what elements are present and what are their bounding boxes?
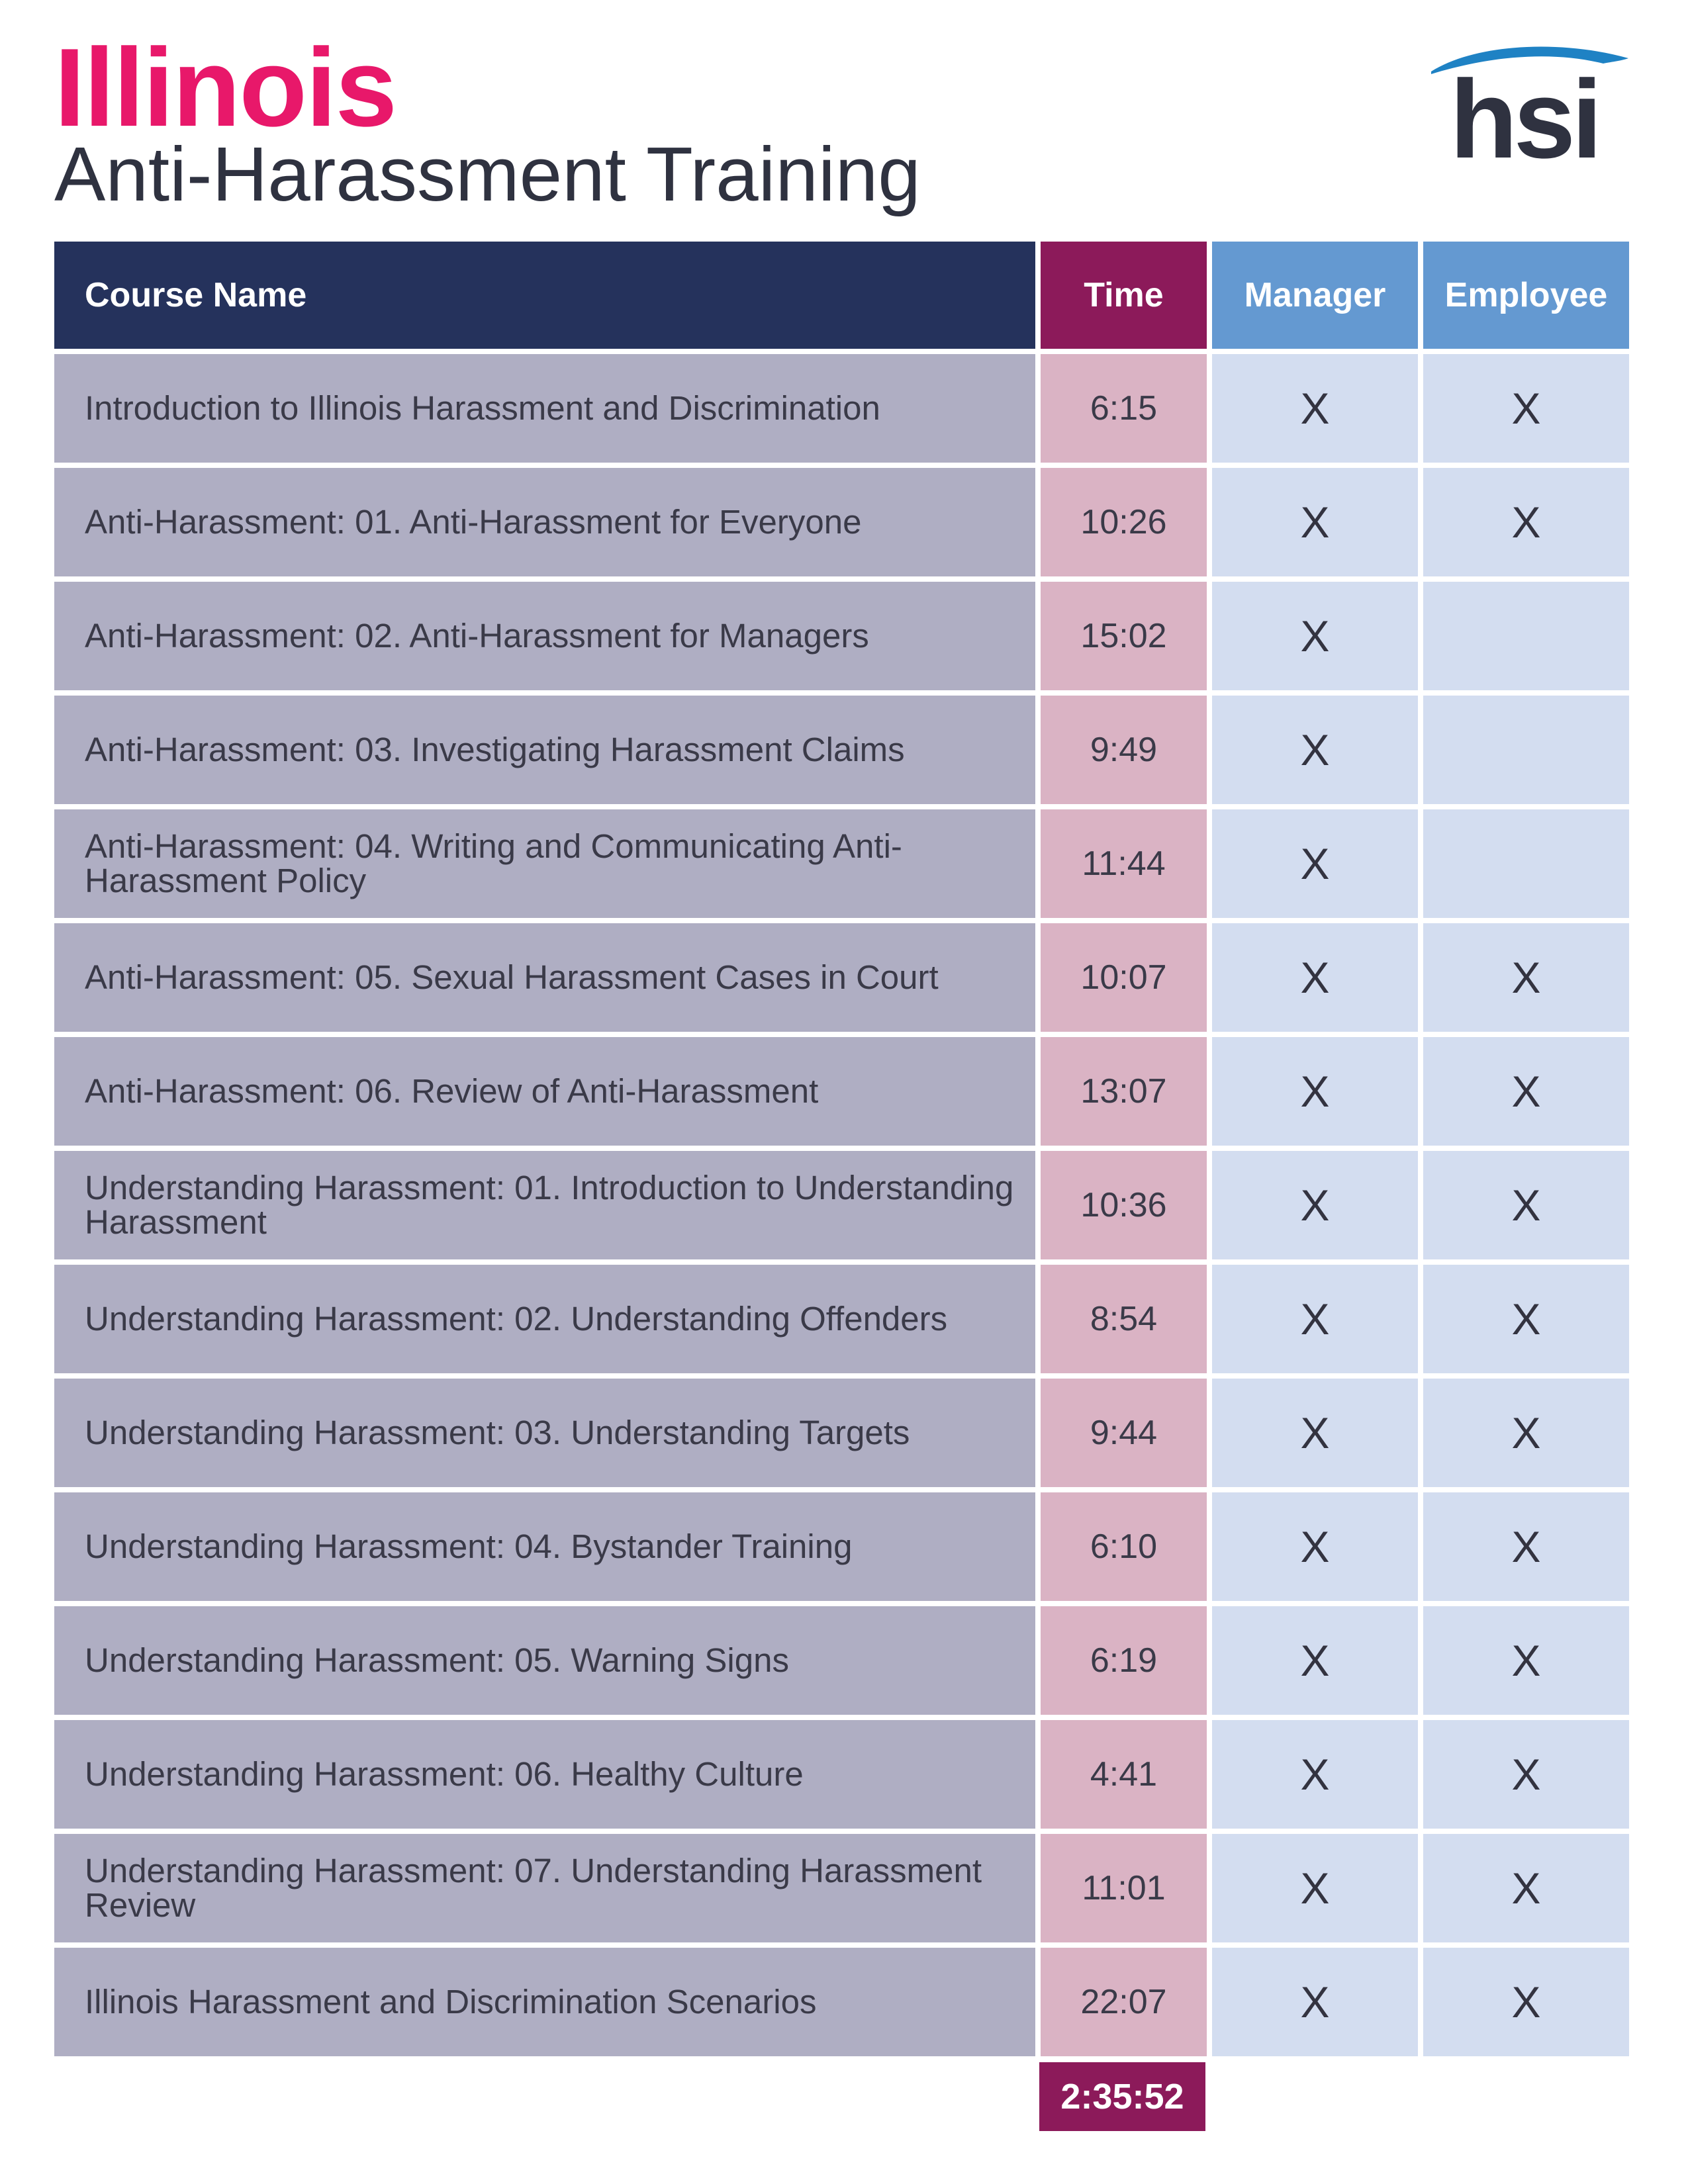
time-cell: 8:54 <box>1041 1265 1207 1373</box>
header-course-name: Course Name <box>54 242 1035 349</box>
time-cell: 10:36 <box>1041 1151 1207 1259</box>
table-row: Anti-Harassment: 05. Sexual Harassment C… <box>54 923 1629 1032</box>
logo-swoosh <box>1431 46 1628 74</box>
employee-mark-cell: X <box>1423 468 1629 576</box>
manager-mark-cell: X <box>1212 1720 1418 1829</box>
manager-mark-cell: X <box>1212 582 1418 690</box>
table-row: Anti-Harassment: 06. Review of Anti-Hara… <box>54 1037 1629 1146</box>
manager-mark-cell: X <box>1212 468 1418 576</box>
course-name-cell: Understanding Harassment: 06. Healthy Cu… <box>54 1720 1035 1829</box>
table-row: Introduction to Illinois Harassment and … <box>54 354 1629 463</box>
table-row: Understanding Harassment: 03. Understand… <box>54 1379 1629 1487</box>
time-cell: 9:49 <box>1041 696 1207 804</box>
employee-mark-cell: X <box>1423 1834 1629 1942</box>
table-header-row: Course Name Time Manager Employee <box>54 242 1629 349</box>
table-row: Illinois Harassment and Discrimination S… <box>54 1948 1629 2056</box>
course-name-cell: Anti-Harassment: 03. Investigating Haras… <box>54 696 1035 804</box>
employee-mark-cell: X <box>1423 1379 1629 1487</box>
table-row: Understanding Harassment: 01. Introducti… <box>54 1151 1629 1259</box>
time-cell: 4:41 <box>1041 1720 1207 1829</box>
manager-mark-cell: X <box>1212 923 1418 1032</box>
page-title-state: Illinois <box>54 25 397 150</box>
header-time: Time <box>1041 242 1207 349</box>
table-row: Understanding Harassment: 04. Bystander … <box>54 1492 1629 1601</box>
course-name-cell: Anti-Harassment: 02. Anti-Harassment for… <box>54 582 1035 690</box>
total-time-badge: 2:35:52 <box>1039 2062 1205 2131</box>
time-cell: 6:19 <box>1041 1606 1207 1715</box>
table-row: Understanding Harassment: 02. Understand… <box>54 1265 1629 1373</box>
employee-mark-cell: X <box>1423 923 1629 1032</box>
time-cell: 6:15 <box>1041 354 1207 463</box>
employee-mark-cell: X <box>1423 1492 1629 1601</box>
header-employee: Employee <box>1423 242 1629 349</box>
course-name-cell: Understanding Harassment: 05. Warning Si… <box>54 1606 1035 1715</box>
manager-mark-cell: X <box>1212 1948 1418 2056</box>
manager-mark-cell: X <box>1212 1037 1418 1146</box>
employee-mark-cell: X <box>1423 1037 1629 1146</box>
course-name-cell: Illinois Harassment and Discrimination S… <box>54 1948 1035 2056</box>
course-name-cell: Introduction to Illinois Harassment and … <box>54 354 1035 463</box>
manager-mark-cell: X <box>1212 1834 1418 1942</box>
header-manager: Manager <box>1212 242 1418 349</box>
time-cell: 22:07 <box>1041 1948 1207 2056</box>
table-row: Anti-Harassment: 04. Writing and Communi… <box>54 809 1629 918</box>
manager-mark-cell: X <box>1212 1606 1418 1715</box>
manager-mark-cell: X <box>1212 1492 1418 1601</box>
course-name-cell: Anti-Harassment: 01. Anti-Harassment for… <box>54 468 1035 576</box>
manager-mark-cell: X <box>1212 696 1418 804</box>
manager-mark-cell: X <box>1212 1151 1418 1259</box>
manager-mark-cell: X <box>1212 1265 1418 1373</box>
time-cell: 13:07 <box>1041 1037 1207 1146</box>
table-row: Understanding Harassment: 06. Healthy Cu… <box>54 1720 1629 1829</box>
page-title-subtitle: Anti-Harassment Training <box>54 131 921 217</box>
manager-mark-cell: X <box>1212 354 1418 463</box>
time-cell: 11:01 <box>1041 1834 1207 1942</box>
time-cell: 10:07 <box>1041 923 1207 1032</box>
manager-mark-cell: X <box>1212 1379 1418 1487</box>
hsi-logo-graphic: hsi <box>1431 46 1628 181</box>
employee-mark-cell: X <box>1423 1265 1629 1373</box>
logo-text: hsi <box>1450 57 1599 179</box>
time-cell: 6:10 <box>1041 1492 1207 1601</box>
time-cell: 15:02 <box>1041 582 1207 690</box>
employee-mark-cell <box>1423 582 1629 690</box>
employee-mark-cell: X <box>1423 1948 1629 2056</box>
manager-mark-cell: X <box>1212 809 1418 918</box>
time-cell: 10:26 <box>1041 468 1207 576</box>
course-name-cell: Understanding Harassment: 01. Introducti… <box>54 1151 1035 1259</box>
table-row: Understanding Harassment: 07. Understand… <box>54 1834 1629 1942</box>
course-table: Course Name Time Manager Employee Introd… <box>49 236 1634 2062</box>
course-name-cell: Anti-Harassment: 06. Review of Anti-Hara… <box>54 1037 1035 1146</box>
course-name-cell: Understanding Harassment: 04. Bystander … <box>54 1492 1035 1601</box>
course-name-cell: Anti-Harassment: 05. Sexual Harassment C… <box>54 923 1035 1032</box>
employee-mark-cell <box>1423 696 1629 804</box>
course-name-cell: Anti-Harassment: 04. Writing and Communi… <box>54 809 1035 918</box>
hsi-logo: hsi <box>1430 40 1635 181</box>
table-row: Anti-Harassment: 02. Anti-Harassment for… <box>54 582 1629 690</box>
employee-mark-cell: X <box>1423 1606 1629 1715</box>
time-cell: 11:44 <box>1041 809 1207 918</box>
employee-mark-cell: X <box>1423 1151 1629 1259</box>
course-name-cell: Understanding Harassment: 07. Understand… <box>54 1834 1035 1942</box>
time-cell: 9:44 <box>1041 1379 1207 1487</box>
course-name-cell: Understanding Harassment: 02. Understand… <box>54 1265 1035 1373</box>
employee-mark-cell: X <box>1423 1720 1629 1829</box>
table-row: Anti-Harassment: 01. Anti-Harassment for… <box>54 468 1629 576</box>
course-name-cell: Understanding Harassment: 03. Understand… <box>54 1379 1035 1487</box>
table-row: Anti-Harassment: 03. Investigating Haras… <box>54 696 1629 804</box>
table-row: Understanding Harassment: 05. Warning Si… <box>54 1606 1629 1715</box>
employee-mark-cell: X <box>1423 354 1629 463</box>
employee-mark-cell <box>1423 809 1629 918</box>
